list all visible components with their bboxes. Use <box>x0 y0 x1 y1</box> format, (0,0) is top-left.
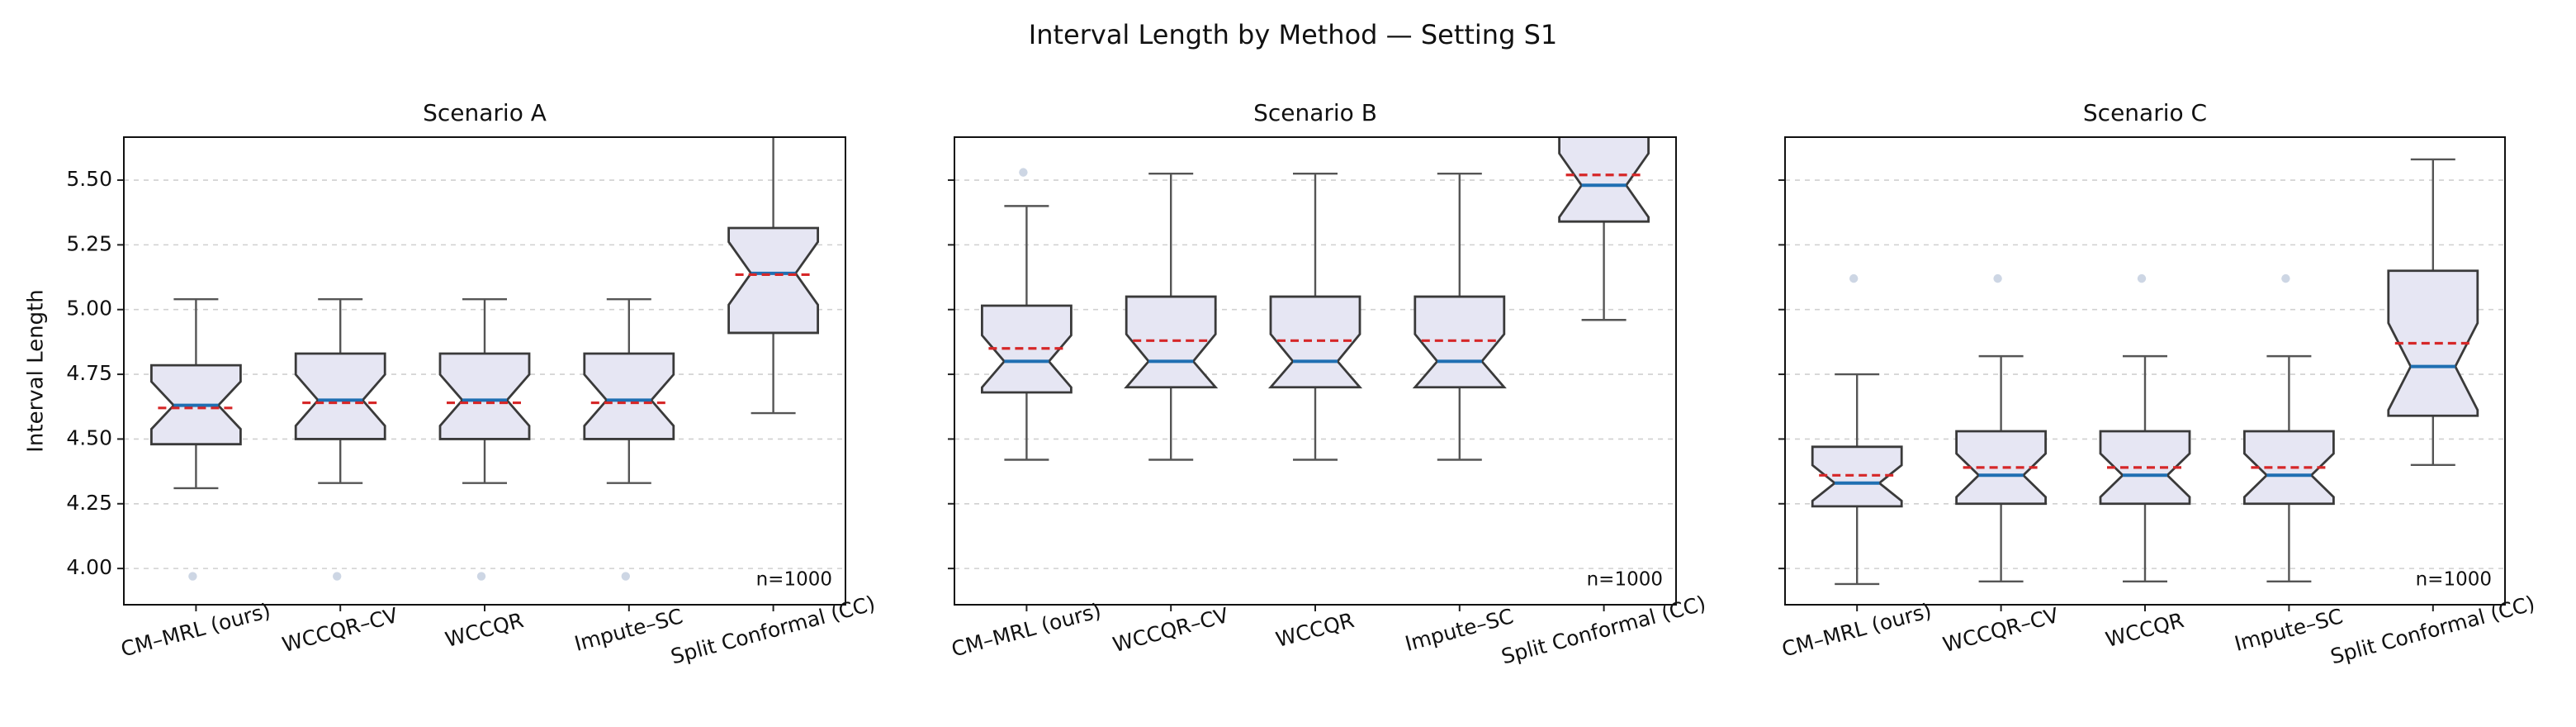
axes-frame <box>123 136 846 606</box>
box <box>2099 430 2191 506</box>
box <box>2387 269 2479 417</box>
flier <box>1019 168 1028 177</box>
plot-area <box>150 137 819 581</box>
panel-title: Scenario A <box>423 99 547 126</box>
box <box>981 304 1073 394</box>
flier <box>333 572 342 581</box>
axes-frame <box>954 136 1677 606</box>
panel-title: Scenario B <box>1253 99 1377 126</box>
box <box>583 352 675 440</box>
panel-title: Scenario C <box>2083 99 2207 126</box>
box <box>294 352 386 440</box>
box <box>1955 430 2047 506</box>
y-tick-label: 4.75 <box>66 361 112 385</box>
y-tick-label: 5.00 <box>66 297 112 321</box>
box <box>1558 137 1650 223</box>
flier <box>2137 273 2147 283</box>
plot-area <box>1811 158 2479 586</box>
box <box>1811 445 1903 508</box>
y-tick-label: 4.50 <box>66 425 112 449</box>
box <box>438 352 531 440</box>
plot-area <box>981 137 1650 461</box>
flier <box>1993 273 2002 283</box>
flier <box>476 572 486 581</box>
y-tick-label: 5.25 <box>66 231 112 255</box>
y-tick-label: 4.25 <box>66 491 112 515</box>
annotation: n=1000 <box>756 569 832 591</box>
y-tick-label: 4.00 <box>66 555 112 579</box>
box <box>1412 295 1507 389</box>
annotation: n=1000 <box>1587 569 1663 591</box>
figure-title: Interval Length by Method — Setting S1 <box>1029 19 1557 50</box>
box <box>1267 295 1363 389</box>
axes-frame <box>1784 136 2506 606</box>
box <box>2243 430 2335 506</box>
box <box>727 226 819 335</box>
y-tick-label: 5.50 <box>66 167 112 191</box>
flier <box>2281 273 2290 283</box>
box <box>1124 295 1219 389</box>
y-axis-label: Interval Length <box>24 289 49 453</box>
flier <box>1849 273 1859 283</box>
flier <box>621 572 630 581</box>
annotation: n=1000 <box>2416 569 2492 591</box>
panel: Scenario BCM–MRL (ours) WCCQR–CV WCCQR Impu… <box>948 99 1708 669</box>
flier <box>188 572 197 581</box>
